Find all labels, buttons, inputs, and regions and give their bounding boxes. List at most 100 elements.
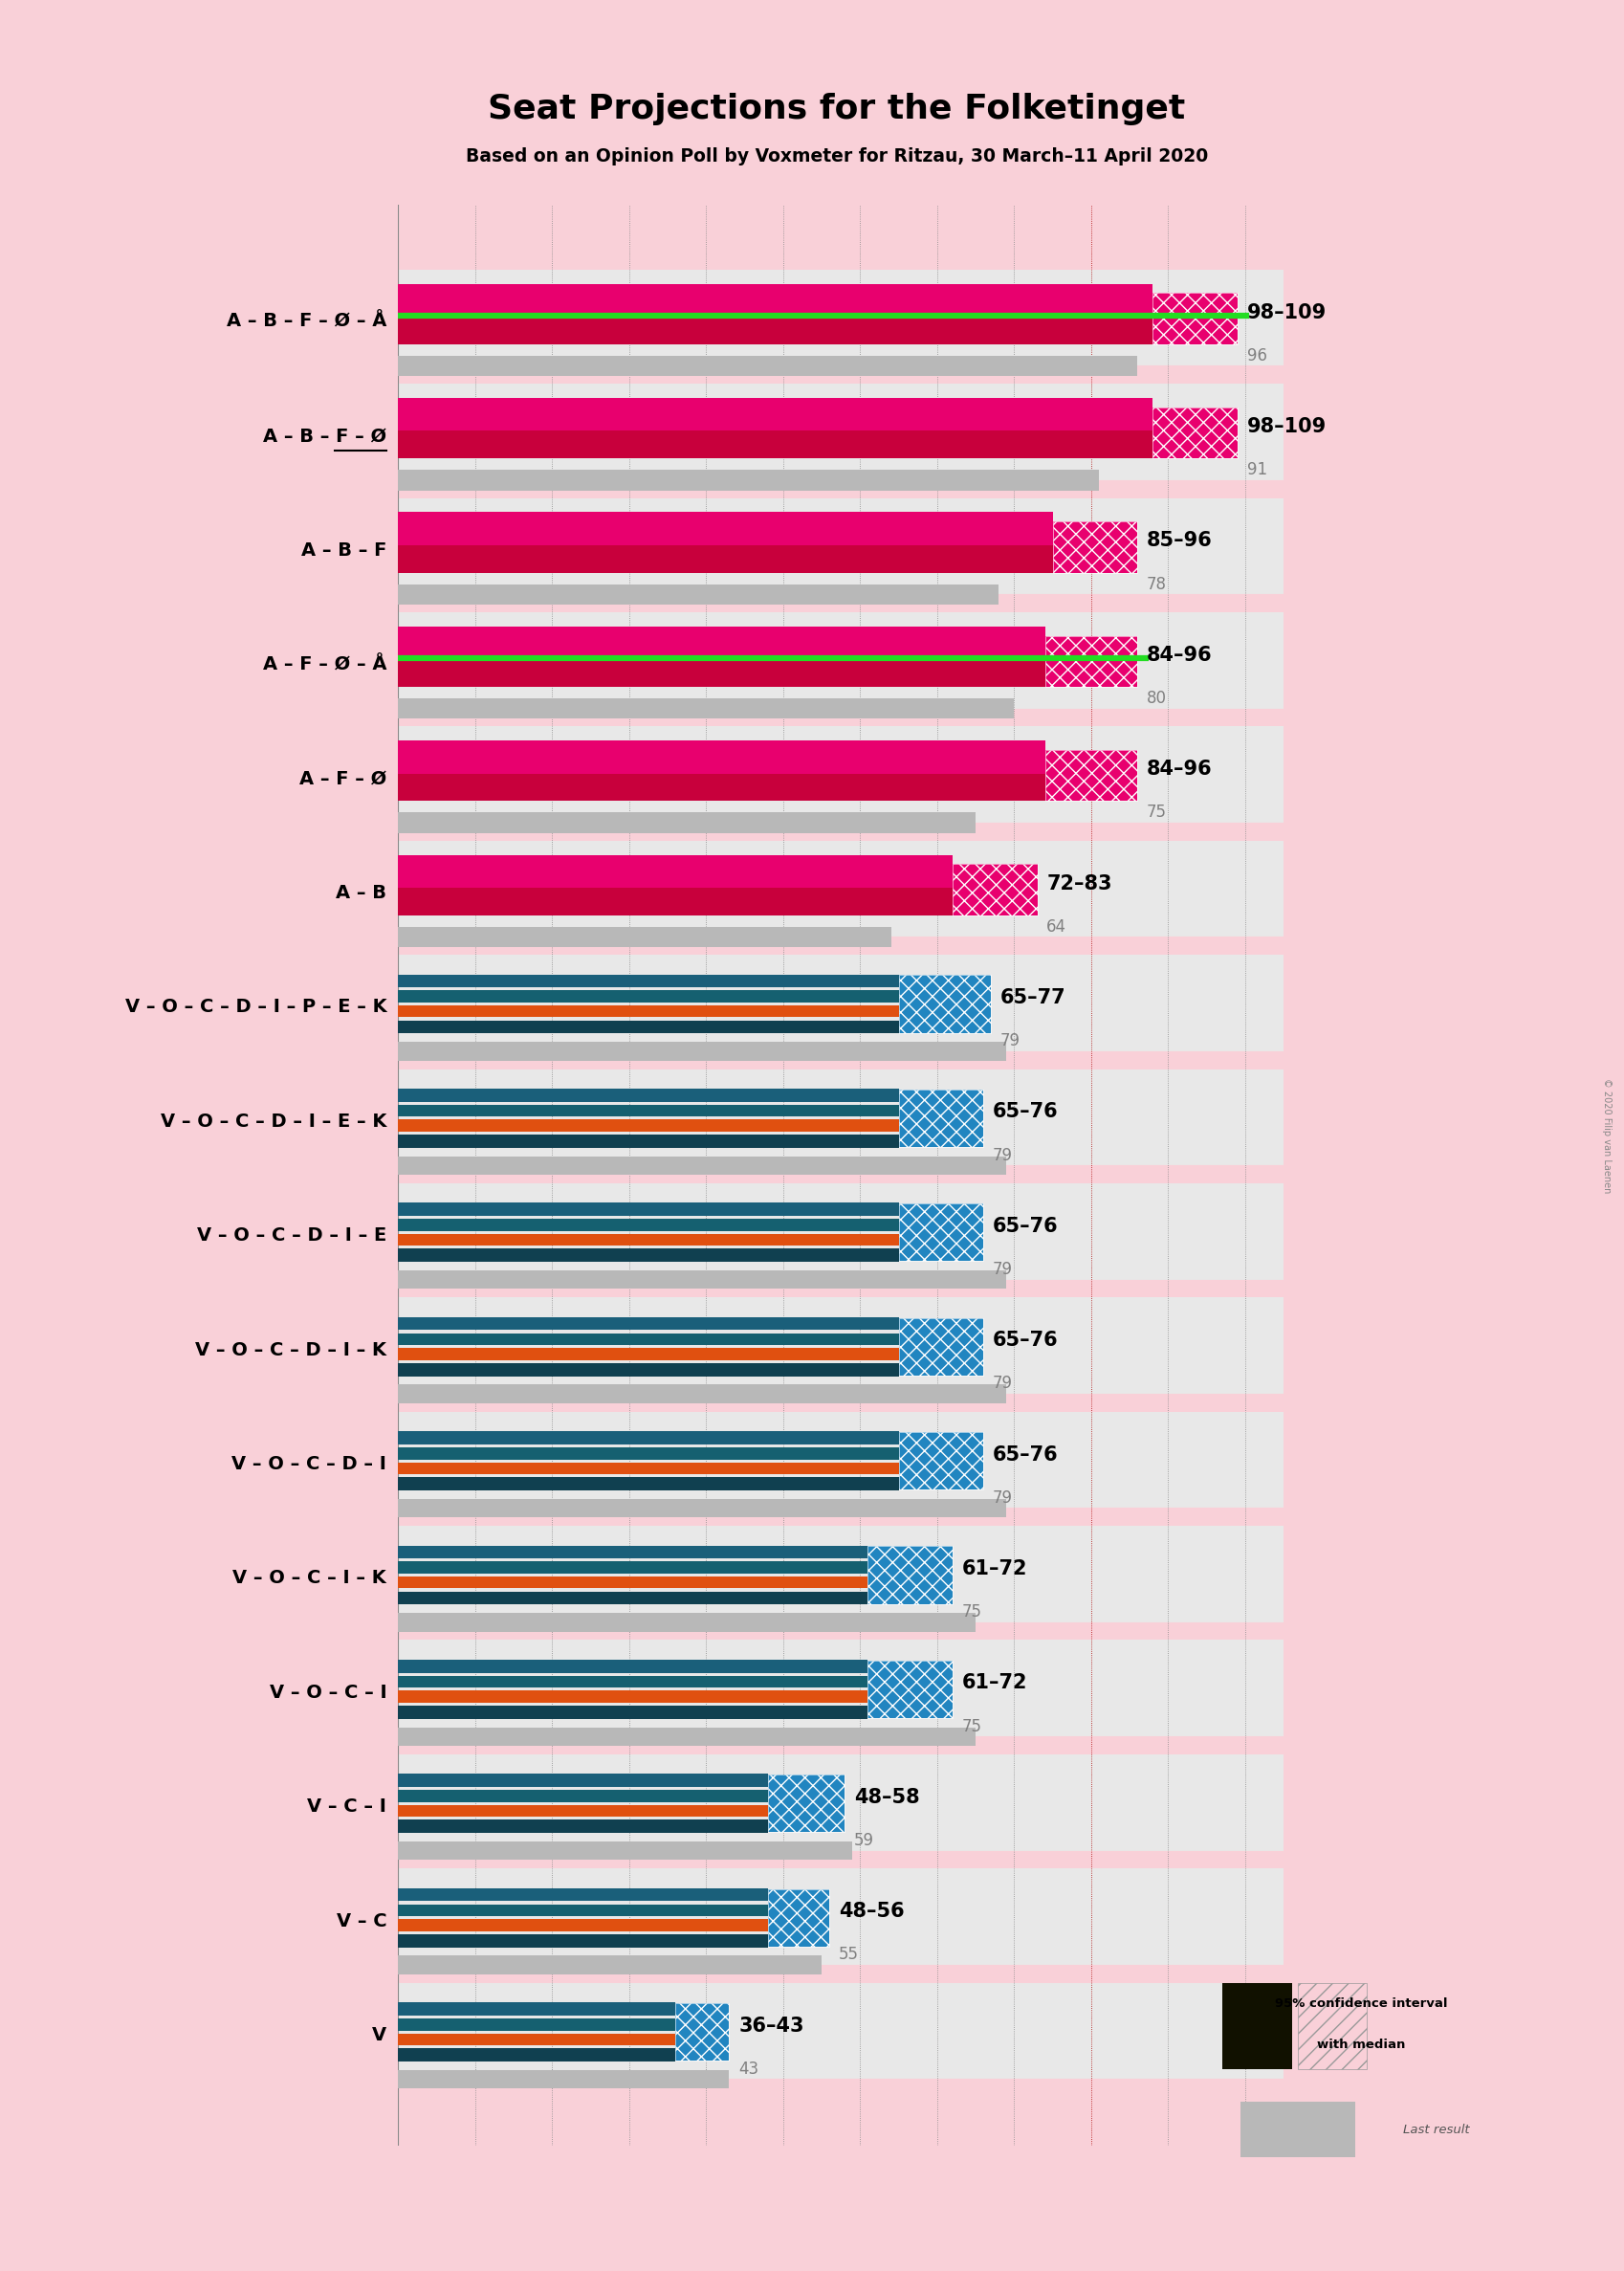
- Text: 95% confidence interval: 95% confidence interval: [1273, 1996, 1447, 2010]
- Bar: [398, 1905, 767, 1917]
- Bar: [398, 1297, 1283, 1397]
- Bar: [1151, 407, 1237, 459]
- Text: V – O – C – D – I – E: V – O – C – D – I – E: [197, 1226, 387, 1245]
- Text: V – C: V – C: [336, 1912, 387, 1930]
- Bar: [398, 813, 974, 833]
- Bar: [398, 1317, 898, 1331]
- Bar: [398, 1476, 898, 1490]
- Text: 85–96: 85–96: [1147, 531, 1212, 550]
- Text: 59: 59: [854, 1833, 874, 1849]
- Bar: [1241, 2101, 1354, 2157]
- Bar: [398, 511, 1052, 545]
- Text: Last result: Last result: [1402, 2123, 1468, 2137]
- Bar: [1044, 636, 1137, 686]
- Bar: [398, 1385, 1005, 1403]
- Bar: [398, 954, 1283, 1054]
- Bar: [398, 840, 1283, 938]
- Bar: [398, 1887, 767, 1901]
- Bar: [398, 1333, 898, 1344]
- Text: 75: 75: [961, 1603, 981, 1621]
- Bar: [398, 1676, 867, 1687]
- Text: 65–76: 65–76: [992, 1331, 1057, 1349]
- Bar: [898, 1433, 983, 1490]
- Text: 36–43: 36–43: [737, 2017, 804, 2035]
- Text: 98–109: 98–109: [1246, 302, 1325, 322]
- Bar: [398, 1249, 898, 1263]
- Bar: [398, 1233, 898, 1247]
- Text: 79: 79: [1000, 1033, 1020, 1049]
- Bar: [398, 627, 1044, 659]
- Bar: [398, 740, 1044, 774]
- Text: 65–76: 65–76: [992, 1101, 1057, 1122]
- Text: 65–77: 65–77: [1000, 988, 1065, 1008]
- Bar: [398, 2048, 676, 2062]
- Bar: [1298, 1983, 1366, 2069]
- Text: V – O – C – I: V – O – C – I: [270, 1683, 387, 1701]
- Bar: [952, 865, 1036, 915]
- Bar: [398, 584, 999, 604]
- Bar: [398, 1819, 767, 1833]
- Bar: [898, 1204, 983, 1260]
- Bar: [767, 1774, 844, 1833]
- Text: A – B – F – Ø – Å: A – B – F – Ø – Å: [226, 313, 387, 332]
- Text: 98–109: 98–109: [1246, 418, 1325, 436]
- Text: V – O – C – D – I – P – E – K: V – O – C – D – I – P – E – K: [125, 999, 387, 1017]
- Bar: [398, 1842, 853, 1860]
- Bar: [898, 1317, 983, 1376]
- Bar: [952, 865, 1036, 915]
- Text: 80: 80: [1147, 690, 1166, 706]
- Bar: [1151, 407, 1237, 459]
- Bar: [398, 1753, 1283, 1853]
- Bar: [1052, 522, 1137, 572]
- Bar: [398, 1935, 767, 1946]
- Bar: [398, 1640, 1283, 1737]
- Text: Seat Projections for the Folketinget: Seat Projections for the Folketinget: [487, 93, 1186, 125]
- Bar: [1044, 636, 1137, 686]
- Bar: [867, 1660, 952, 1717]
- Bar: [398, 1120, 898, 1131]
- Text: © 2020 Filip van Laenen: © 2020 Filip van Laenen: [1601, 1079, 1611, 1192]
- Text: 96: 96: [1246, 347, 1267, 363]
- Bar: [898, 1433, 983, 1490]
- Bar: [398, 2003, 676, 2014]
- Text: 72–83: 72–83: [1046, 874, 1111, 893]
- Bar: [1052, 522, 1137, 572]
- Text: V – O – C – D – I – E – K: V – O – C – D – I – E – K: [161, 1113, 387, 1131]
- Bar: [676, 2003, 729, 2060]
- Bar: [398, 1774, 767, 1787]
- Bar: [1221, 1983, 1291, 2069]
- Bar: [398, 1447, 898, 1460]
- Bar: [398, 1136, 898, 1147]
- Bar: [398, 1269, 1005, 1290]
- Bar: [398, 1220, 898, 1231]
- Text: 61–72: 61–72: [961, 1560, 1026, 1578]
- Bar: [398, 1183, 1283, 1281]
- Bar: [767, 1774, 844, 1833]
- Text: A – F – Ø: A – F – Ø: [299, 770, 387, 788]
- Text: 78: 78: [1147, 575, 1166, 593]
- Bar: [398, 1204, 898, 1215]
- Bar: [398, 284, 1151, 316]
- Text: 79: 79: [992, 1260, 1012, 1279]
- Bar: [398, 1042, 1005, 1061]
- Bar: [398, 1499, 1005, 1517]
- Bar: [398, 357, 1137, 377]
- Bar: [898, 974, 991, 1033]
- Bar: [398, 927, 890, 947]
- Text: 79: 79: [992, 1147, 1012, 1163]
- Bar: [398, 1790, 767, 1801]
- Text: 65–76: 65–76: [992, 1444, 1057, 1465]
- Bar: [398, 1728, 974, 1746]
- Bar: [867, 1660, 952, 1717]
- Text: 55: 55: [838, 1946, 857, 1962]
- Bar: [398, 1706, 867, 1719]
- Text: 61–72: 61–72: [961, 1674, 1026, 1692]
- Text: V: V: [372, 2026, 387, 2044]
- Bar: [1151, 293, 1237, 345]
- Text: 84–96: 84–96: [1147, 645, 1212, 665]
- Bar: [898, 974, 991, 1033]
- Text: 79: 79: [992, 1490, 1012, 1506]
- Bar: [398, 1463, 898, 1474]
- Bar: [398, 470, 1098, 491]
- Bar: [398, 727, 1283, 824]
